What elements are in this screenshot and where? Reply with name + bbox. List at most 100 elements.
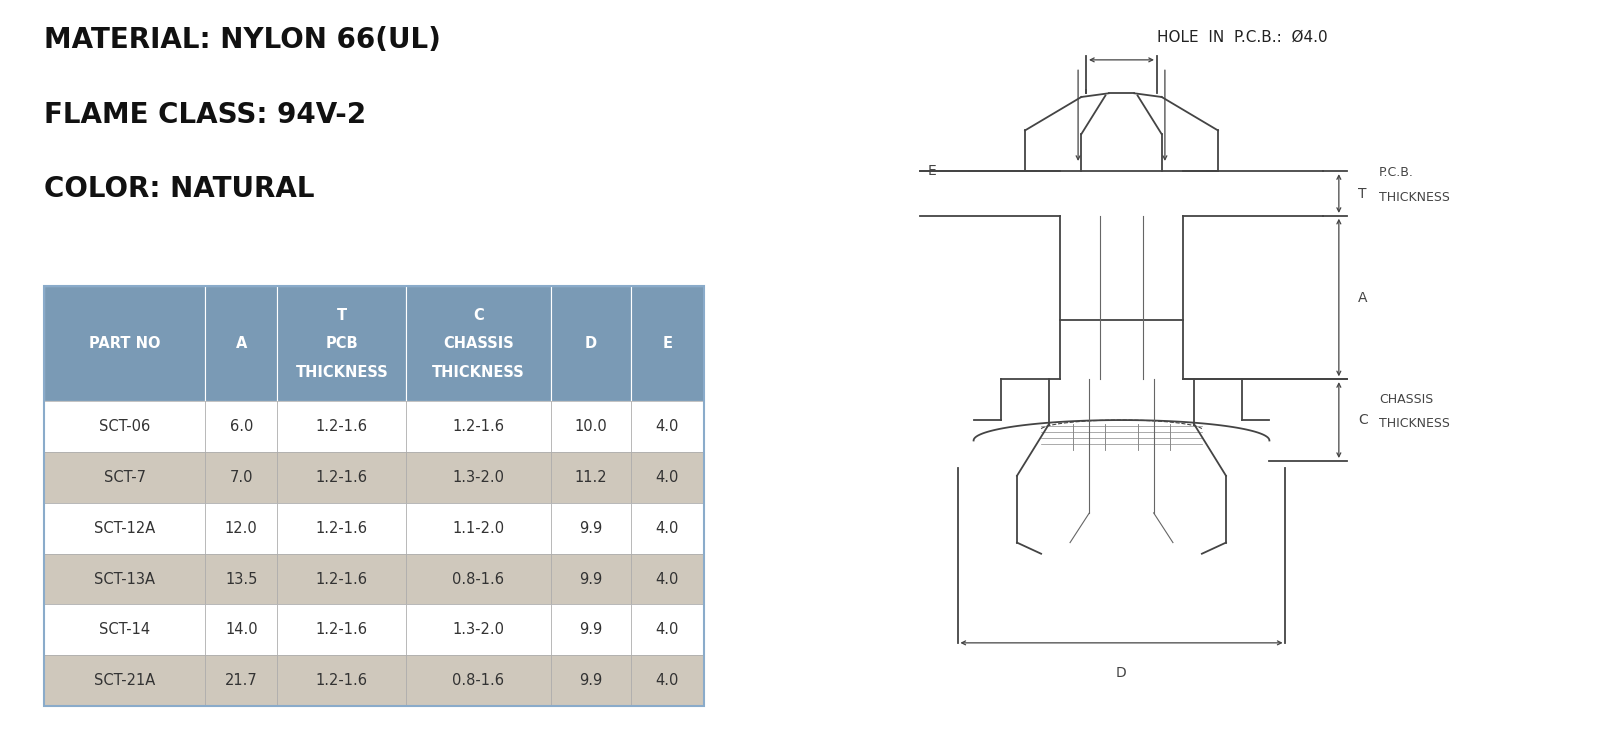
Bar [632,452,703,503]
Bar [44,655,205,706]
Bar [632,605,703,655]
Bar [632,402,703,452]
Text: 6.0: 6.0 [229,419,254,434]
Text: 0.8-1.6: 0.8-1.6 [452,673,504,688]
Bar [406,553,551,605]
Bar [205,503,278,553]
Bar [551,553,632,605]
Bar [551,605,632,655]
Bar [44,286,205,402]
Text: 12.0: 12.0 [225,521,257,536]
Bar [551,503,632,553]
Bar [205,452,278,503]
Text: E: E [663,336,672,351]
Text: T: T [1357,186,1367,201]
Text: C: C [473,308,483,323]
Text: 1.3-2.0: 1.3-2.0 [452,470,504,485]
Bar [551,402,632,452]
Text: 1.2-1.6: 1.2-1.6 [315,470,368,485]
Text: 4.0: 4.0 [656,623,679,638]
Bar [278,655,406,706]
Text: P.C.B.: P.C.B. [1378,166,1414,179]
Text: 1.2-1.6: 1.2-1.6 [315,419,368,434]
Text: T: T [336,308,347,323]
Bar [205,605,278,655]
Bar [551,286,632,402]
Bar [44,503,205,553]
Text: HOLE  IN  P.C.B.:  Ø4.0: HOLE IN P.C.B.: Ø4.0 [1157,30,1327,45]
Text: 14.0: 14.0 [225,623,257,638]
Text: SCT-21A: SCT-21A [94,673,155,688]
Text: E: E [928,164,936,178]
Bar [406,655,551,706]
Text: SCT-12A: SCT-12A [94,521,155,536]
Bar [632,553,703,605]
Bar [406,402,551,452]
Text: COLOR: NATURAL: COLOR: NATURAL [44,175,315,203]
Text: 4.0: 4.0 [656,470,679,485]
Text: 4.0: 4.0 [656,572,679,587]
Text: THICKNESS: THICKNESS [431,365,525,380]
Text: 9.9: 9.9 [580,623,603,638]
Text: 10.0: 10.0 [575,419,608,434]
Text: 1.2-1.6: 1.2-1.6 [315,623,368,638]
Text: 4.0: 4.0 [656,673,679,688]
Text: 1.1-2.0: 1.1-2.0 [452,521,504,536]
Bar [205,286,278,402]
Text: 13.5: 13.5 [225,572,257,587]
Text: 9.9: 9.9 [580,572,603,587]
Bar [278,402,406,452]
Text: 4.0: 4.0 [656,521,679,536]
Text: 1.2-1.6: 1.2-1.6 [315,673,368,688]
Text: 7.0: 7.0 [229,470,254,485]
Text: D: D [1117,665,1126,680]
Text: 1.2-1.6: 1.2-1.6 [452,419,504,434]
Bar [278,605,406,655]
Text: MATERIAL: NYLON 66(UL): MATERIAL: NYLON 66(UL) [44,26,441,54]
Bar [406,286,551,402]
Bar [205,553,278,605]
Text: 4.0: 4.0 [656,419,679,434]
Bar [278,452,406,503]
Bar [406,452,551,503]
Bar [44,286,703,706]
Bar [278,286,406,402]
Text: 0.8-1.6: 0.8-1.6 [452,572,504,587]
Bar [551,452,632,503]
Bar [205,655,278,706]
Text: 1.2-1.6: 1.2-1.6 [315,521,368,536]
Text: D: D [585,336,596,351]
Bar [278,503,406,553]
Text: CHASSIS: CHASSIS [1378,393,1433,406]
Text: C: C [1357,413,1367,427]
Bar [406,605,551,655]
Text: THICKNESS: THICKNESS [1378,418,1450,430]
Bar [632,286,703,402]
Bar [205,402,278,452]
Bar [44,553,205,605]
Text: SCT-7: SCT-7 [103,470,145,485]
Bar [406,503,551,553]
Text: 11.2: 11.2 [575,470,608,485]
Text: SCT-14: SCT-14 [99,623,150,638]
Text: A: A [1357,291,1367,304]
Text: 9.9: 9.9 [580,673,603,688]
Bar [44,452,205,503]
Text: PCB: PCB [325,336,359,351]
Bar [278,553,406,605]
Bar [44,605,205,655]
Text: A: A [236,336,247,351]
Text: 1.3-2.0: 1.3-2.0 [452,623,504,638]
Bar [632,503,703,553]
Bar [632,655,703,706]
Text: CHASSIS: CHASSIS [443,336,514,351]
Text: 1.2-1.6: 1.2-1.6 [315,572,368,587]
Text: FLAME CLASS: 94V-2: FLAME CLASS: 94V-2 [44,101,367,128]
Text: 9.9: 9.9 [580,521,603,536]
Bar [44,402,205,452]
Text: SCT-06: SCT-06 [99,419,150,434]
Text: PART NO: PART NO [89,336,160,351]
Text: THICKNESS: THICKNESS [296,365,388,380]
Text: SCT-13A: SCT-13A [94,572,155,587]
Text: THICKNESS: THICKNESS [1378,191,1450,204]
